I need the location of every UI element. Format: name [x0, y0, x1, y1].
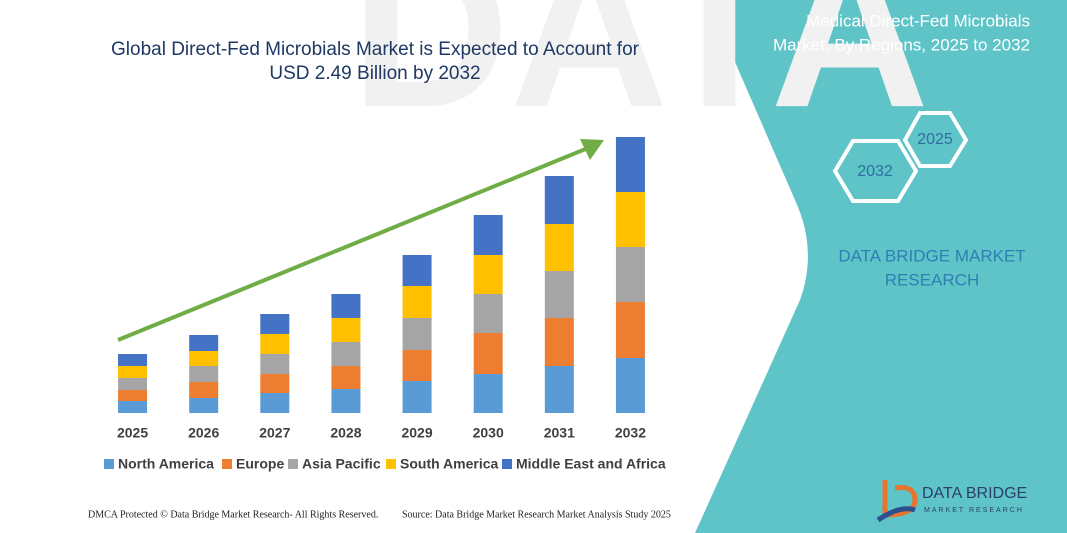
bar-segment — [331, 342, 361, 366]
footer-left: DMCA Protected © Data Bridge Market Rese… — [88, 509, 378, 520]
legend-swatch — [222, 459, 232, 469]
bar-segment — [331, 294, 361, 318]
bar-segment — [473, 294, 503, 333]
bar-segment — [402, 350, 432, 381]
bar-segment — [615, 137, 645, 192]
logo-icon — [876, 506, 916, 523]
bar-segment — [544, 318, 574, 366]
bar-segment — [331, 318, 361, 342]
bar-segment — [615, 302, 645, 358]
bar-segment — [118, 390, 148, 401]
bar-segment — [189, 335, 219, 351]
x-tick-label: 2031 — [544, 425, 575, 441]
panel-title: Medical Direct-Fed Microbials — [806, 11, 1030, 30]
bar-segment — [615, 247, 645, 302]
bar-segment — [118, 354, 148, 366]
bar-segment — [331, 366, 361, 389]
bar-segment — [260, 334, 290, 354]
legend-swatch — [104, 459, 114, 469]
trend-arrowhead — [580, 139, 604, 160]
logo-tagline: MARKET RESEARCH — [924, 507, 1024, 514]
panel-title: Market, By Regions, 2025 to 2032 — [773, 35, 1030, 54]
bar-segment — [189, 382, 219, 398]
logo-name: DATA BRIDGE — [922, 485, 1027, 502]
chart-title: Global Direct-Fed Microbials Market is E… — [111, 39, 640, 84]
hexagon — [832, 139, 919, 203]
bar-segment — [260, 374, 290, 393]
bar-segment — [260, 354, 290, 374]
x-tick-label: 2027 — [259, 425, 290, 441]
x-tick-label: 2025 — [117, 425, 148, 441]
trend-arrow — [117, 146, 589, 342]
bar-segment — [544, 224, 574, 271]
bar-segment — [260, 314, 290, 334]
brand-text: RESEARCH — [885, 270, 979, 289]
bar-segment — [544, 271, 574, 318]
logo-icon — [882, 480, 918, 518]
legend-swatch — [386, 459, 396, 469]
footer-right: Source: Data Bridge Market Research Mark… — [402, 509, 671, 520]
legend-label: Middle East and Africa — [516, 456, 666, 472]
bar-segment — [118, 366, 148, 378]
legend-swatch — [288, 459, 298, 469]
legend-label: Europe — [236, 456, 284, 472]
watermark: DATA — [351, 0, 929, 153]
x-tick-label: 2032 — [615, 425, 646, 441]
bar-segment — [260, 393, 290, 413]
x-tick-label: 2029 — [401, 425, 432, 441]
bar-segment — [189, 366, 219, 382]
bar-segment — [544, 176, 574, 224]
bar-segment — [189, 398, 219, 413]
bar-segment — [473, 333, 503, 374]
side-panel — [695, 0, 1067, 533]
bar-segment — [402, 381, 432, 413]
bar-segment — [402, 255, 432, 286]
legend-swatch — [502, 459, 512, 469]
bar-segment — [544, 366, 574, 413]
bar-segment — [615, 192, 645, 247]
bar-segment — [473, 215, 503, 255]
bar-segment — [473, 374, 503, 413]
hex-label: 2032 — [857, 163, 893, 180]
bar-segment — [118, 401, 148, 413]
bar-segment — [118, 378, 148, 390]
bar-segment — [402, 318, 432, 350]
bar-segment — [615, 358, 645, 413]
legend-label: South America — [400, 456, 498, 472]
x-tick-label: 2026 — [188, 425, 219, 441]
bar-segment — [189, 351, 219, 366]
legend-label: Asia Pacific — [302, 456, 381, 472]
bar-segment — [402, 286, 432, 318]
bar-segment — [331, 389, 361, 413]
hex-label: 2025 — [917, 131, 953, 148]
legend-label: North America — [118, 456, 214, 472]
bar-segment — [473, 255, 503, 294]
x-tick-label: 2030 — [473, 425, 504, 441]
hexagon — [902, 111, 969, 168]
x-tick-label: 2028 — [330, 425, 361, 441]
brand-text: DATA BRIDGE MARKET — [838, 246, 1025, 265]
